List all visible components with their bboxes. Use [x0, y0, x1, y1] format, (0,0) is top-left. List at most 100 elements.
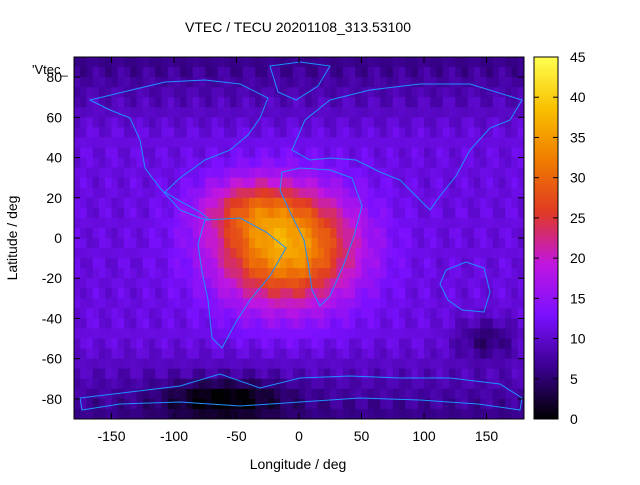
heatmap-cell — [392, 268, 400, 279]
heatmap-cell — [236, 137, 244, 149]
heatmap-cell — [342, 147, 350, 159]
heatmap-cell — [399, 388, 406, 400]
heatmap-cell — [286, 117, 294, 128]
heatmap-cell — [180, 348, 188, 360]
heatmap-cell — [92, 318, 100, 330]
heatmap-cell — [349, 57, 356, 68]
heatmap-cell — [86, 258, 94, 269]
heatmap-cell — [267, 147, 275, 159]
heatmap-cell — [480, 388, 488, 400]
heatmap-cell — [367, 87, 375, 98]
heatmap-cell — [280, 378, 288, 390]
heatmap-cell — [430, 408, 438, 419]
heatmap-cell — [455, 117, 463, 128]
heatmap-cell — [74, 57, 81, 68]
heatmap-cell — [311, 117, 319, 128]
heatmap-cell — [299, 217, 306, 229]
heatmap-cell — [255, 368, 263, 380]
heatmap-cell — [449, 378, 456, 390]
heatmap-cell — [386, 217, 394, 229]
heatmap-cell — [336, 318, 344, 330]
heatmap-cell — [505, 77, 513, 88]
heatmap-cell — [249, 378, 256, 390]
heatmap-cell — [180, 368, 188, 380]
heatmap-cell — [480, 338, 488, 350]
heatmap-cell — [392, 258, 400, 269]
heatmap-cell — [174, 328, 181, 340]
heatmap-cell — [317, 137, 325, 149]
heatmap-cell — [180, 207, 188, 219]
heatmap-cell — [411, 388, 419, 400]
heatmap-cell — [424, 318, 431, 330]
heatmap-cell — [199, 308, 206, 320]
heatmap-cell — [267, 157, 275, 169]
heatmap-cell — [92, 368, 100, 380]
heatmap-cell — [255, 278, 263, 289]
heatmap-cell — [161, 197, 169, 209]
heatmap-cell — [411, 87, 419, 98]
heatmap-cell — [474, 137, 481, 149]
heatmap-cell — [167, 298, 175, 309]
heatmap-cell — [505, 378, 513, 390]
heatmap-cell — [105, 298, 113, 309]
heatmap-cell — [361, 358, 369, 370]
heatmap-cell — [267, 57, 275, 68]
heatmap-cell — [492, 298, 500, 309]
heatmap-cell — [411, 278, 419, 289]
heatmap-cell — [124, 328, 131, 340]
heatmap-cell — [511, 308, 519, 320]
heatmap-cell — [124, 408, 131, 419]
heatmap-cell — [255, 227, 263, 239]
heatmap-cell — [374, 268, 381, 279]
heatmap-cell — [230, 398, 238, 410]
heatmap-cell — [149, 368, 156, 380]
heatmap-cell — [186, 408, 194, 419]
heatmap-cell — [205, 87, 213, 98]
heatmap-cell — [317, 127, 325, 139]
heatmap-cell — [167, 248, 175, 259]
heatmap-cell — [124, 258, 131, 269]
heatmap-cell — [74, 67, 81, 78]
heatmap-cell — [411, 97, 419, 108]
heatmap-cell — [417, 207, 425, 219]
heatmap-cell — [461, 77, 469, 88]
heatmap-cell — [305, 117, 313, 128]
heatmap-cell — [174, 248, 181, 259]
heatmap-cell — [517, 187, 524, 199]
heatmap-cell — [130, 107, 138, 118]
heatmap-cell — [380, 238, 388, 249]
heatmap-cell — [224, 238, 231, 249]
heatmap-cell — [167, 147, 175, 159]
heatmap-cell — [305, 127, 313, 139]
heatmap-cell — [505, 358, 513, 370]
heatmap-cell — [492, 127, 500, 139]
heatmap-cell — [174, 137, 181, 149]
heatmap-cell — [261, 67, 269, 78]
heatmap-cell — [499, 87, 506, 98]
heatmap-cell — [361, 167, 369, 179]
heatmap-cell — [274, 157, 281, 169]
heatmap-cell — [449, 217, 456, 229]
heatmap-cell — [386, 157, 394, 169]
heatmap-cell — [467, 157, 475, 169]
heatmap-cell — [130, 207, 138, 219]
heatmap-cell — [274, 57, 281, 68]
heatmap-cell — [161, 388, 169, 400]
heatmap-cell — [224, 298, 231, 309]
heatmap-cell — [330, 388, 338, 400]
heatmap-cell — [80, 137, 88, 149]
heatmap-cell — [480, 378, 488, 390]
heatmap-cell — [161, 258, 169, 269]
heatmap-cell — [186, 378, 194, 390]
heatmap-cell — [517, 288, 524, 299]
heatmap-cell — [317, 227, 325, 239]
heatmap-cell — [236, 268, 244, 279]
heatmap-cell — [430, 167, 438, 179]
heatmap-cell — [505, 217, 513, 229]
heatmap-cell — [249, 258, 256, 269]
heatmap-cell — [280, 127, 288, 139]
heatmap-cell — [205, 57, 213, 68]
heatmap-cell — [205, 147, 213, 159]
heatmap-cell — [374, 368, 381, 380]
heatmap-cell — [367, 97, 375, 108]
